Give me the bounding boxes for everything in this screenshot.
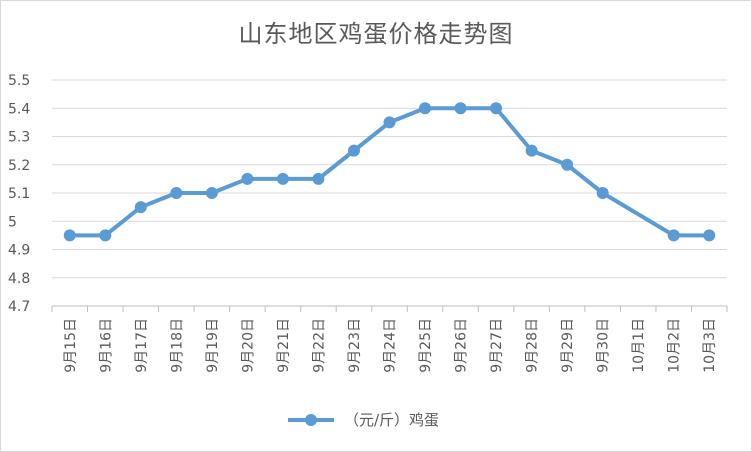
x-tick-label: 9月29日 <box>560 318 576 373</box>
data-point <box>419 102 432 115</box>
data-point <box>205 187 218 199</box>
chart-title: 山东地区鸡蛋价格走势图 <box>238 20 514 48</box>
y-tick-label: 5.1 <box>8 186 30 202</box>
x-tick-label: 9月15日 <box>63 318 79 373</box>
y-axis: 5.5 5.4 5.3 5.2 5.1 5 4.9 4.8 4.7 <box>8 73 30 315</box>
x-tick-label: 10月3日 <box>702 318 718 373</box>
x-tick-label: 9月27日 <box>489 318 505 373</box>
y-tick-label: 4.8 <box>8 271 30 287</box>
series-line <box>67 106 712 238</box>
x-tick-label: 9月19日 <box>205 318 221 373</box>
x-tick-label: 10月1日 <box>631 318 647 373</box>
data-point <box>383 116 396 129</box>
data-point <box>525 144 538 157</box>
x-tick-label: 9月24日 <box>383 318 399 373</box>
x-tick-label: 9月21日 <box>276 318 292 373</box>
data-point <box>170 187 183 199</box>
data-point <box>99 229 112 242</box>
y-tick-label: 5.4 <box>8 101 30 117</box>
x-tick-label: 9月17日 <box>134 318 150 373</box>
data-point <box>134 201 147 214</box>
x-tick-label: 9月22日 <box>311 318 327 373</box>
x-tick-label: 9月20日 <box>240 318 256 373</box>
data-point <box>490 102 503 115</box>
x-tick-label: 9月18日 <box>169 318 185 373</box>
series-group <box>63 102 716 242</box>
data-point <box>63 229 76 242</box>
y-tick-label: 5.3 <box>8 130 30 146</box>
x-tick-label: 9月16日 <box>98 318 114 373</box>
x-tick-label: 9月28日 <box>525 318 541 373</box>
y-tick-label: 4.7 <box>8 299 30 315</box>
data-point <box>667 229 680 242</box>
data-point <box>347 144 360 157</box>
x-tick-label: 9月25日 <box>418 318 434 373</box>
x-tick-label: 10月2日 <box>667 318 683 373</box>
data-point <box>312 172 325 185</box>
y-tick-label: 5 <box>8 214 17 230</box>
data-point <box>241 172 254 185</box>
data-point <box>454 102 467 115</box>
data-point <box>561 158 574 171</box>
x-tick-label: 9月26日 <box>454 318 470 373</box>
x-tick-label: 9月23日 <box>347 318 363 373</box>
data-point <box>276 172 289 185</box>
y-tick-label: 5.5 <box>8 73 30 89</box>
gridlines <box>52 79 727 307</box>
y-tick-label: 5.2 <box>8 158 30 174</box>
legend: （元/斤）鸡蛋 <box>288 411 439 429</box>
x-tick-label: 9月30日 <box>596 318 612 373</box>
data-point <box>596 187 609 199</box>
legend-marker <box>305 414 317 426</box>
x-axis: 9月15日 9月16日 9月17日 9月18日 9月19日 9月20日 9月21日 9月22日… <box>51 305 728 373</box>
legend-label: （元/斤）鸡蛋 <box>344 411 439 429</box>
data-point <box>703 229 716 242</box>
y-tick-label: 4.9 <box>8 243 30 259</box>
